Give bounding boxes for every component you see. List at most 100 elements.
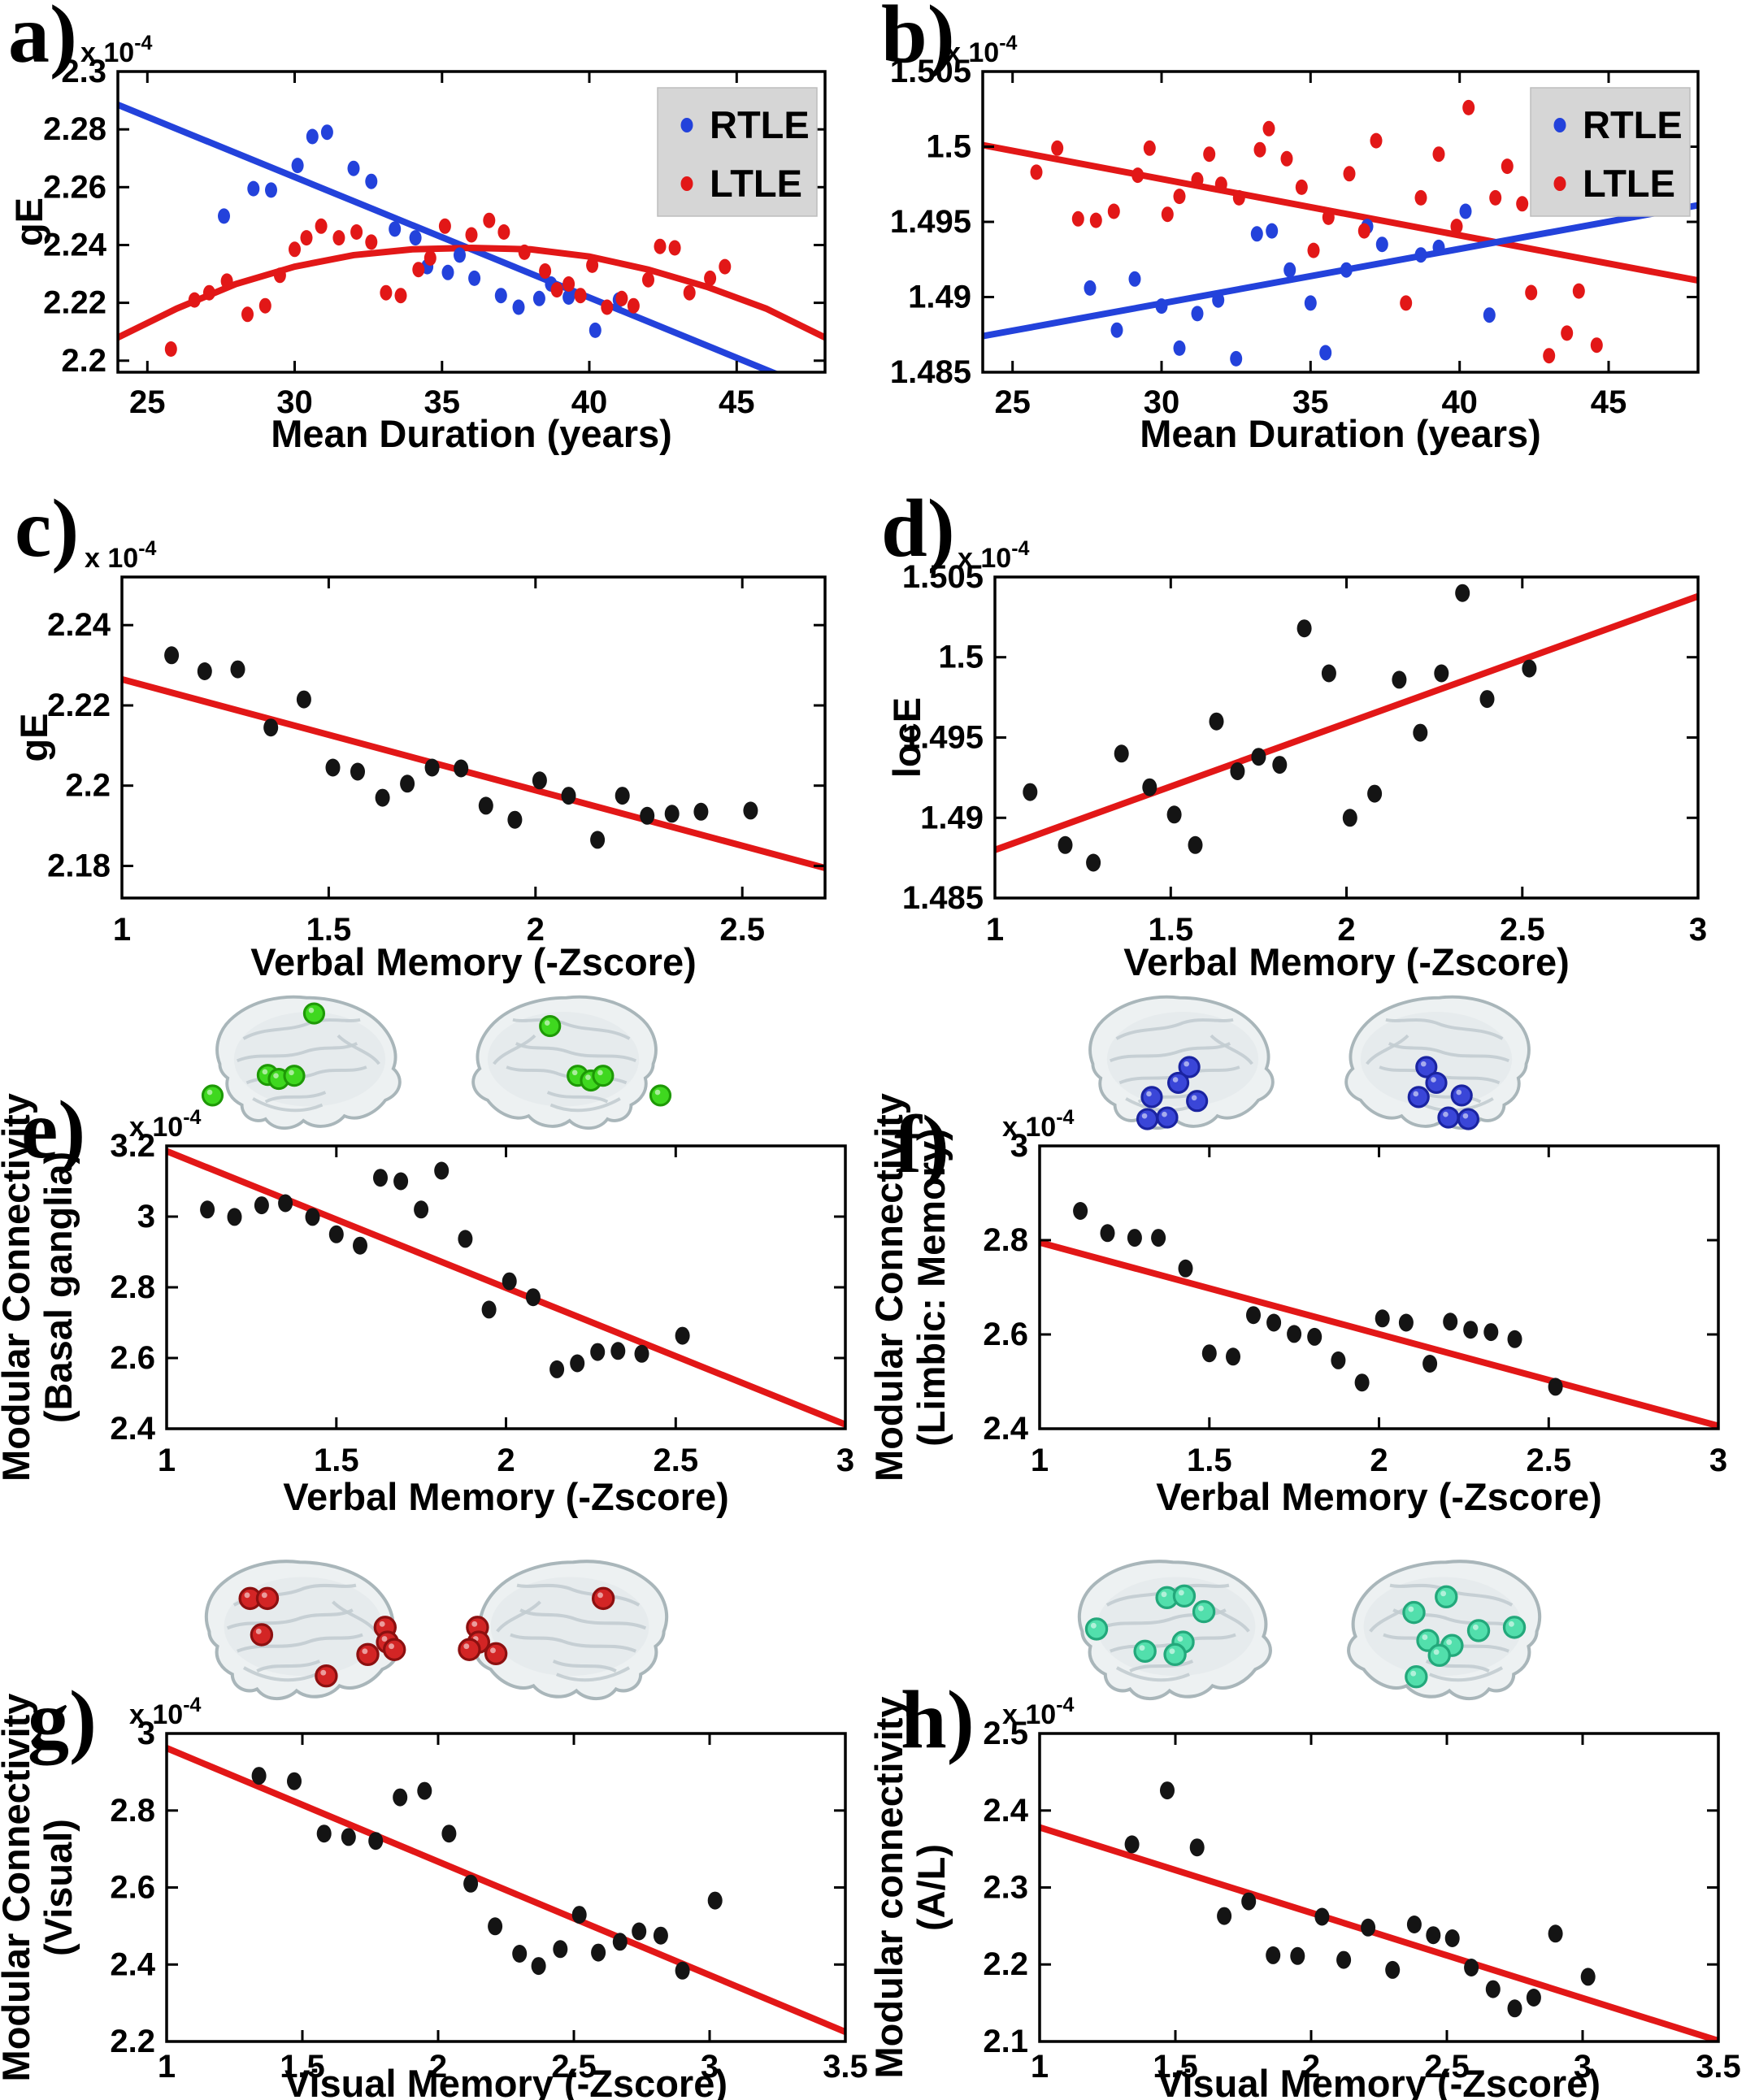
svg-text:2.2: 2.2: [65, 768, 111, 804]
svg-text:1.485: 1.485: [890, 354, 971, 390]
panel-a: a) 25 30 35 40 45 2.2 2.22 2.24 2.26 2.28 2.3 x 10-…: [0, 0, 873, 455]
svg-text:2: 2: [429, 2049, 447, 2085]
svg-text:gE: gE: [7, 197, 50, 246]
panel-label-a: a): [8, 0, 77, 80]
svg-text:Mean Duration (years): Mean Duration (years): [271, 412, 672, 455]
svg-text:45: 45: [1591, 384, 1627, 420]
svg-text:(Limbic: Memory): (Limbic: Memory): [910, 1128, 953, 1447]
svg-text:2.24: 2.24: [43, 228, 107, 263]
svg-text:3: 3: [1574, 2049, 1592, 2085]
svg-text:3.5: 3.5: [1696, 2049, 1741, 2085]
chart-basal-ganglia-vs-verbal-memory: 1 1.5 2 2.5 3 2.4 2.6 2.8 3 3.2 x 10-4 Verbal Memor…: [0, 983, 873, 1544]
svg-text:2.22: 2.22: [47, 688, 111, 723]
panel-label-f: f): [894, 1099, 949, 1191]
svg-text:2.1: 2.1: [983, 2024, 1028, 2059]
svg-text:Modular Connectivity: Modular Connectivity: [873, 1093, 910, 1482]
svg-text:2.5: 2.5: [983, 1716, 1028, 1751]
svg-text:Mean Duration (years): Mean Duration (years): [1140, 412, 1541, 455]
svg-text:RTLE: RTLE: [1583, 103, 1683, 146]
svg-text:1.5: 1.5: [1187, 1443, 1232, 1478]
svg-text:Verbal Memory (-Zscore): Verbal Memory (-Zscore): [250, 940, 697, 983]
svg-text:30: 30: [1144, 384, 1180, 420]
svg-text:25: 25: [129, 384, 166, 420]
svg-text:(Visual): (Visual): [37, 1819, 80, 1956]
svg-text:2: 2: [1337, 912, 1355, 948]
svg-text:1: 1: [1031, 2049, 1049, 2085]
panel-g: g) 1 1.5 2 2.5 3 3.5 2.2 2.4 2.6 2.8 3 x 10-4 Visual…: [0, 1544, 873, 2100]
svg-text:2.6: 2.6: [110, 1870, 155, 1906]
svg-text:Modular Connectivity: Modular Connectivity: [0, 1093, 37, 1482]
svg-text:Verbal Memory (-Zscore): Verbal Memory (-Zscore): [1156, 1475, 1602, 1518]
svg-text:3: 3: [137, 1716, 155, 1751]
svg-text:2.3: 2.3: [61, 54, 106, 89]
svg-text:2.8: 2.8: [110, 1793, 155, 1829]
svg-text:3: 3: [836, 1443, 854, 1478]
svg-text:x 10-4: x 10-4: [945, 32, 1018, 68]
svg-text:1: 1: [158, 1443, 176, 1478]
svg-text:30: 30: [276, 384, 313, 420]
svg-text:1: 1: [986, 912, 1004, 948]
svg-text:2.4: 2.4: [110, 1411, 155, 1447]
svg-text:2.2: 2.2: [61, 343, 106, 379]
panel-label-d: d): [881, 483, 955, 575]
brain-figures-basal-ganglia: [0, 988, 873, 1146]
svg-text:2.26: 2.26: [43, 169, 106, 205]
svg-text:2.6: 2.6: [110, 1340, 155, 1376]
panel-b: b) 25 30 35 40 45 1.485 1.49 1.495 1.5 1.505 x 10-…: [873, 0, 1746, 455]
svg-text:2.18: 2.18: [47, 848, 111, 884]
svg-text:25: 25: [994, 384, 1031, 420]
svg-text:1.485: 1.485: [902, 880, 984, 916]
svg-text:Verbal Memory (-Zscore): Verbal Memory (-Zscore): [283, 1475, 729, 1518]
svg-text:2: 2: [1302, 2049, 1320, 2085]
svg-text:Visual Memory (-Zscore): Visual Memory (-Zscore): [284, 2062, 728, 2100]
svg-text:2.2: 2.2: [983, 1946, 1028, 1982]
panel-f: f) 1 1.5 2 2.5 3 2.4 2.6 2.8 3 x 10-4 Verbal Memor…: [867, 983, 1746, 1544]
svg-text:3: 3: [701, 2049, 719, 2085]
svg-text:1: 1: [158, 2049, 176, 2085]
chart-loce-vs-verbal-memory: 1 1.5 2 2.5 3 1.485 1.49 1.495 1.5 1.505 x 10-4 Ver…: [873, 455, 1746, 983]
svg-text:x 10-4: x 10-4: [1002, 1106, 1075, 1143]
svg-text:35: 35: [424, 384, 461, 420]
svg-text:1: 1: [113, 912, 131, 948]
brain-figures-limbic: [873, 988, 1746, 1146]
svg-text:1.49: 1.49: [908, 280, 971, 315]
panel-d: d) 1 1.5 2 2.5 3 1.485 1.49 1.495 1.5 1.505 x 10-4…: [873, 455, 1746, 984]
svg-text:1: 1: [1031, 1443, 1049, 1478]
svg-text:2.5: 2.5: [653, 1443, 698, 1478]
svg-text:(Basal ganglia): (Basal ganglia): [37, 1152, 80, 1423]
svg-text:3.2: 3.2: [110, 1128, 155, 1164]
svg-text:1.5: 1.5: [1148, 912, 1193, 948]
svg-text:35: 35: [1292, 384, 1329, 420]
panel-label-e: e): [21, 1084, 86, 1176]
panel-label-g: g): [28, 1674, 97, 1766]
svg-text:2.5: 2.5: [1526, 1443, 1571, 1478]
svg-text:3: 3: [1689, 912, 1707, 948]
chart-limbic-vs-verbal-memory: 1 1.5 2 2.5 3 2.4 2.6 2.8 3 x 10-4 Verbal Memory (…: [867, 983, 1746, 1544]
svg-text:2.2: 2.2: [110, 2024, 155, 2059]
svg-text:2: 2: [527, 912, 545, 948]
svg-text:gE: gE: [12, 713, 55, 761]
svg-text:1.5: 1.5: [938, 640, 984, 675]
svg-text:(A/L): (A/L): [910, 1844, 953, 1931]
svg-text:2.4: 2.4: [983, 1411, 1028, 1447]
panel-label-b: b): [881, 0, 955, 80]
svg-text:Visual Memory (-Zscore): Visual Memory (-Zscore): [1157, 2062, 1600, 2100]
svg-text:2.4: 2.4: [110, 1946, 155, 1982]
svg-text:1.5: 1.5: [314, 1443, 359, 1478]
svg-text:2.3: 2.3: [983, 1870, 1028, 1906]
chart-visual-vs-visual-memory: 1 1.5 2 2.5 3 3.5 2.2 2.4 2.6 2.8 3 x 10-4 Visual Me…: [0, 1544, 873, 2100]
svg-text:2: 2: [1370, 1443, 1388, 1478]
svg-text:2.6: 2.6: [983, 1317, 1028, 1352]
panel-h: h) 1 1.5 2 2.5 3 3.5 2.1 2.2 2.3 2.4 2.5 x 10-4 Visu…: [867, 1544, 1746, 2100]
panel-label-h: h): [901, 1674, 975, 1766]
svg-text:x 10-4: x 10-4: [85, 537, 157, 574]
svg-text:3: 3: [137, 1199, 155, 1234]
svg-text:3: 3: [1010, 1128, 1028, 1164]
svg-text:RTLE: RTLE: [710, 103, 810, 146]
svg-text:x 10-4: x 10-4: [129, 1694, 202, 1730]
svg-text:2.5: 2.5: [719, 912, 765, 948]
svg-text:1.5: 1.5: [926, 129, 971, 165]
chart-ge-vs-verbal-memory: 1 1.5 2 2.5 2.18 2.2 2.22 2.24 x 10-4 Verbal Memo…: [0, 455, 873, 983]
svg-text:1.49: 1.49: [920, 800, 984, 835]
